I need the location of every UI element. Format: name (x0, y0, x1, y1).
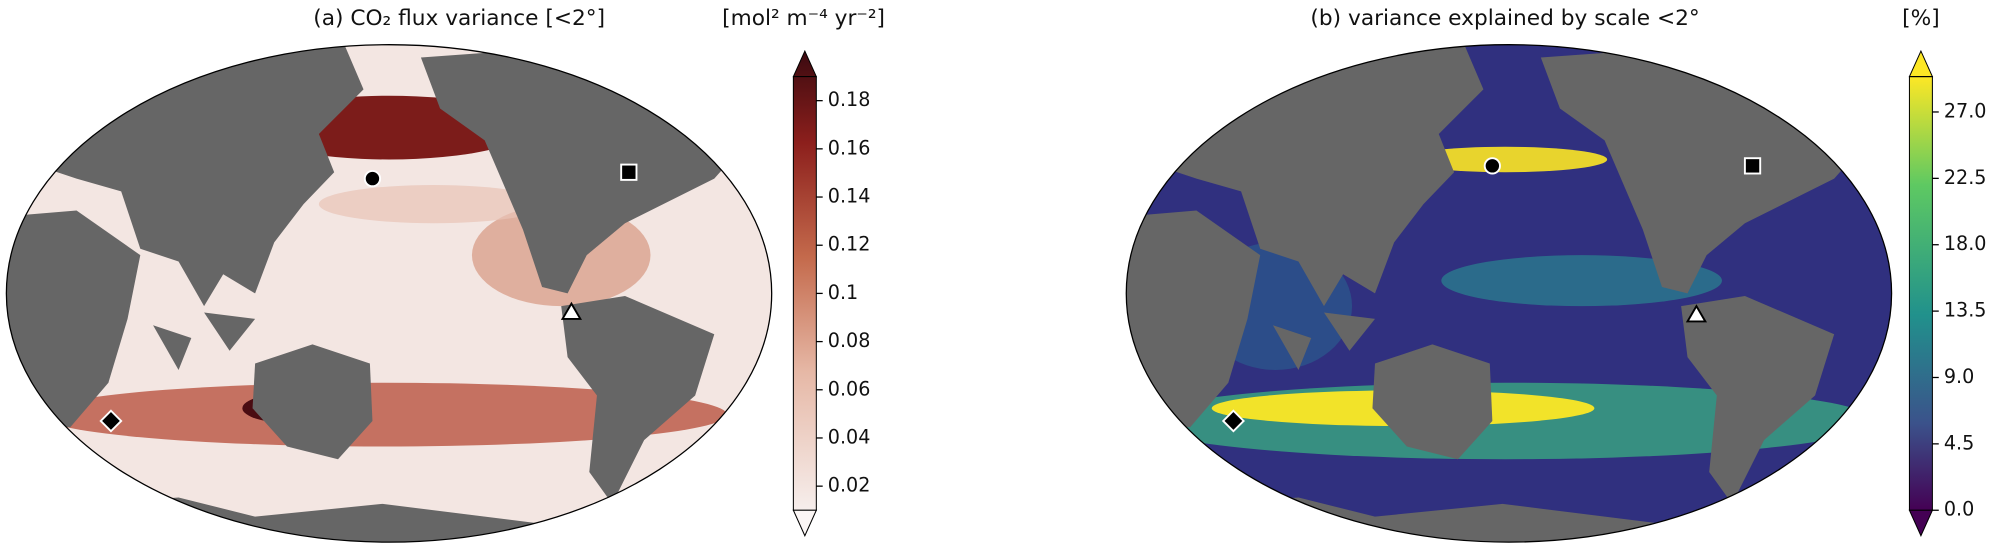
panel-title: (a) CO₂ flux variance [<2°] (313, 6, 605, 31)
colorbar-tick-label: 0.12 (828, 233, 871, 256)
colorbar-tick-label: 0.18 (828, 88, 871, 111)
colorbar-tick-label: 0.06 (828, 377, 871, 400)
map-a (6, 44, 772, 543)
colorbar (792, 49, 818, 537)
markers-a (99, 163, 638, 433)
map-outline (1125, 44, 1893, 543)
colorbar-tick-label: 27.0 (1944, 99, 1987, 122)
colorbar-tick-label: 0.08 (828, 329, 871, 352)
colorbar-label: [mol² m⁻⁴ yr⁻²] (722, 6, 885, 31)
colorbar-tick-label: 4.5 (1944, 431, 1974, 454)
colorbar-tick-label: 0.16 (828, 136, 871, 159)
markers-b (1221, 157, 1762, 433)
map-outline (5, 44, 773, 543)
colorbar-tick-label: 0.0 (1944, 498, 1974, 521)
colorbar-label: [%] (1902, 6, 1940, 31)
colorbar-tick-label: 18.0 (1944, 232, 1987, 255)
colorbar-tick-label: 0.04 (828, 425, 871, 448)
colorbar-tick-label: 0.02 (828, 474, 871, 497)
colorbar-tick-label: 9.0 (1944, 365, 1974, 388)
colorbar-tick-label: 0.14 (828, 185, 871, 208)
panel-title: (b) variance explained by scale <2° (1310, 6, 1699, 31)
map-b (1126, 44, 1892, 543)
colorbar-tick-label: 13.5 (1944, 299, 1987, 322)
colorbar-tick-label: 0.1 (828, 281, 858, 304)
colorbar-tick-label: 22.5 (1944, 166, 1987, 189)
colorbar (1908, 49, 1934, 537)
